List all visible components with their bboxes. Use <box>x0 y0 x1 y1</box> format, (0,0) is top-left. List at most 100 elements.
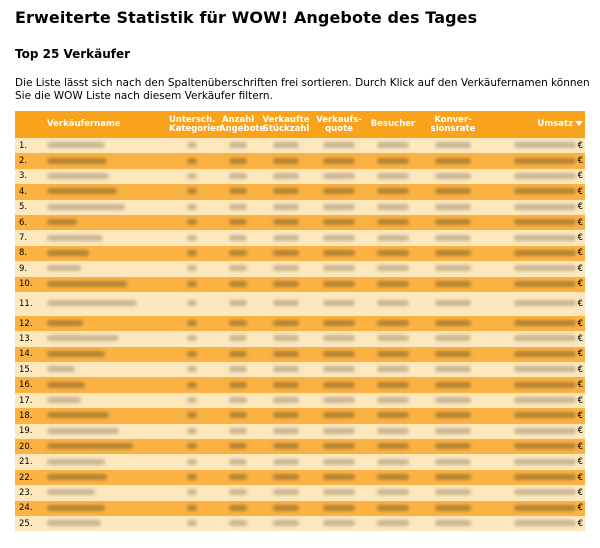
besucher-cell <box>365 485 421 501</box>
seller-name-link[interactable] <box>41 261 167 277</box>
redacted-value <box>323 142 355 149</box>
seller-name-link[interactable] <box>41 423 167 440</box>
seller-name-link[interactable] <box>41 392 167 409</box>
verkaufsquote-cell <box>313 515 365 532</box>
header-stueckzahl[interactable]: Verkaufte Stückzahl <box>259 111 313 138</box>
header-kategorien[interactable]: Untersch. Kategorien <box>167 111 222 138</box>
seller-name-link[interactable] <box>41 346 167 363</box>
redacted-value <box>435 412 471 419</box>
seller-name-link[interactable] <box>41 153 167 169</box>
konversionsrate-cell <box>421 392 485 409</box>
redacted-value <box>377 458 409 465</box>
header-konversionsrate[interactable]: Konver- sionsrate <box>421 111 485 138</box>
besucher-cell <box>365 454 421 470</box>
redacted-value <box>435 458 471 465</box>
angebote-cell <box>217 469 259 486</box>
currency-symbol: € <box>577 380 583 391</box>
table-row: 4. € <box>15 184 585 200</box>
redacted-value <box>273 219 299 226</box>
seller-name-link[interactable] <box>41 362 167 378</box>
table-row: 10. € <box>15 276 585 292</box>
stueckzahl-cell <box>259 439 313 455</box>
kategorien-cell <box>167 469 217 486</box>
redacted-value <box>229 335 247 342</box>
table-body: 1. €2. €3. €4. €5. €6. €7. €8. €9. €10. €11. €12. €1… <box>15 138 585 532</box>
header-angebote[interactable]: Anzahl Angebote <box>217 111 265 138</box>
verkaufsquote-cell <box>313 362 365 378</box>
redacted-value <box>323 489 355 496</box>
redacted-value <box>47 366 75 373</box>
redacted-value <box>513 381 576 388</box>
redacted-value <box>323 474 355 480</box>
redacted-value <box>377 300 409 307</box>
redacted-value <box>377 280 409 287</box>
seller-name-link[interactable] <box>41 377 167 393</box>
seller-name-link[interactable] <box>41 500 167 516</box>
seller-name-link[interactable] <box>41 469 167 486</box>
umsatz-cell: € <box>485 469 585 486</box>
seller-name-link[interactable] <box>41 245 167 262</box>
seller-name-link[interactable] <box>41 184 167 200</box>
stueckzahl-cell <box>259 392 313 409</box>
umsatz-cell: € <box>485 485 585 501</box>
seller-name-link[interactable] <box>41 331 167 347</box>
seller-name-link[interactable] <box>41 168 167 185</box>
seller-name-link[interactable] <box>41 276 167 292</box>
redacted-value <box>187 142 197 149</box>
umsatz-cell: € <box>485 423 585 440</box>
intro-text: Die Liste lässt sich nach den Spaltenübe… <box>15 77 595 103</box>
seller-name-link[interactable] <box>41 199 167 215</box>
angebote-cell <box>217 408 259 424</box>
angebote-cell <box>217 362 259 378</box>
redacted-value <box>273 427 299 434</box>
section-title: Top 25 Verkäufer <box>15 47 131 61</box>
header-angebote-line2: Angebote <box>219 123 266 134</box>
redacted-value <box>323 397 355 404</box>
redacted-value <box>273 474 299 480</box>
redacted-value <box>435 381 471 388</box>
table-row: 3. € <box>15 168 585 185</box>
seller-name-link[interactable] <box>41 439 167 455</box>
redacted-value <box>187 489 197 496</box>
konversionsrate-cell <box>421 439 485 455</box>
currency-symbol: € <box>577 472 583 483</box>
konversionsrate-cell <box>421 331 485 347</box>
redacted-value <box>47 443 133 450</box>
currency-symbol: € <box>577 518 583 529</box>
umsatz-cell: € <box>485 199 585 215</box>
redacted-value <box>273 350 299 357</box>
seller-name-link[interactable] <box>41 408 167 424</box>
header-umsatz[interactable]: Umsatz <box>485 111 585 138</box>
redacted-value <box>435 249 471 256</box>
angebote-cell <box>217 423 259 440</box>
redacted-value <box>229 474 247 480</box>
row-rank: 6. <box>15 214 41 231</box>
konversionsrate-cell <box>421 485 485 501</box>
stueckzahl-cell <box>259 245 313 262</box>
redacted-value <box>187 397 197 404</box>
besucher-cell <box>365 138 421 154</box>
seller-name-link[interactable] <box>41 454 167 470</box>
redacted-value <box>513 350 576 357</box>
redacted-value <box>47 234 103 241</box>
umsatz-cell: € <box>485 138 585 154</box>
seller-name-link[interactable] <box>41 291 167 316</box>
umsatz-cell: € <box>485 315 585 332</box>
seller-name-link[interactable] <box>41 138 167 154</box>
header-kategorien-line1: Untersch. <box>169 114 216 125</box>
seller-name-link[interactable] <box>41 515 167 532</box>
header-besucher[interactable]: Besucher <box>365 111 421 138</box>
umsatz-cell: € <box>485 214 585 231</box>
seller-name-link[interactable] <box>41 485 167 501</box>
seller-name-link[interactable] <box>41 315 167 332</box>
redacted-value <box>47 300 137 307</box>
seller-name-link[interactable] <box>41 214 167 231</box>
header-stueckzahl-line1: Verkaufte <box>262 114 310 125</box>
stueckzahl-cell <box>259 500 313 516</box>
kategorien-cell <box>167 515 217 532</box>
besucher-cell <box>365 500 421 516</box>
seller-name-link[interactable] <box>41 230 167 246</box>
header-verkaeufername[interactable]: Verkäufername <box>41 111 167 138</box>
header-verkaufsquote[interactable]: Verkaufs- quote <box>313 111 365 138</box>
row-rank: 18. <box>15 408 41 424</box>
